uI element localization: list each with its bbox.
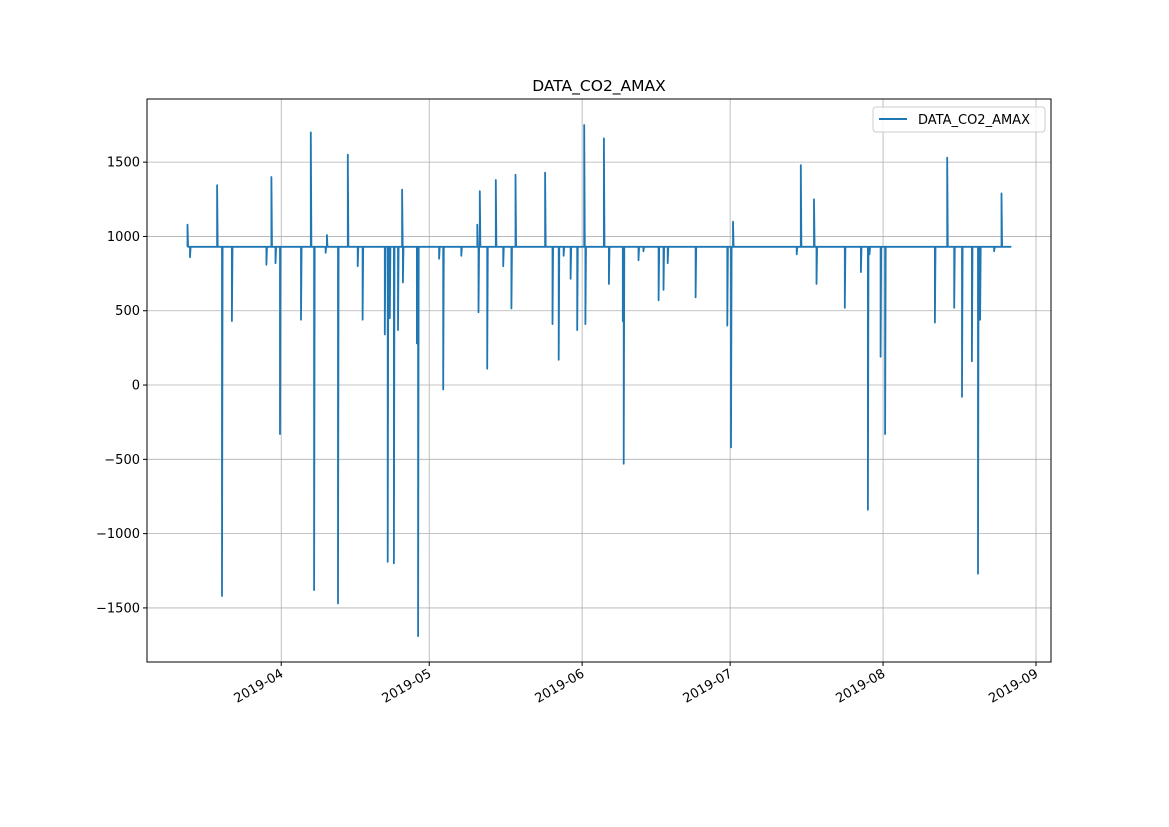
series-line-data_co2_amax — [186, 124, 1012, 637]
y-tick-label: −1500 — [96, 601, 140, 616]
plot-area — [186, 124, 1012, 637]
y-tick-label: −1000 — [96, 527, 140, 542]
axes-frame — [146, 98, 1052, 663]
legend: DATA_CO2_AMAX — [872, 106, 1046, 133]
legend-box — [872, 106, 1046, 133]
y-tick-label: 500 — [115, 304, 140, 319]
y-tick-label: 0 — [132, 379, 140, 394]
y-tick-label: −500 — [104, 453, 140, 468]
legend-label: DATA_CO2_AMAX — [918, 113, 1030, 128]
y-tick-label: 1500 — [107, 156, 140, 171]
chart-title: DATA_CO2_AMAX — [532, 77, 666, 96]
y-tick-label: 1000 — [107, 230, 140, 245]
y-axis: 1500 1000 500 0 −500 −1000 −1500 — [96, 156, 147, 616]
grid — [147, 99, 1051, 662]
